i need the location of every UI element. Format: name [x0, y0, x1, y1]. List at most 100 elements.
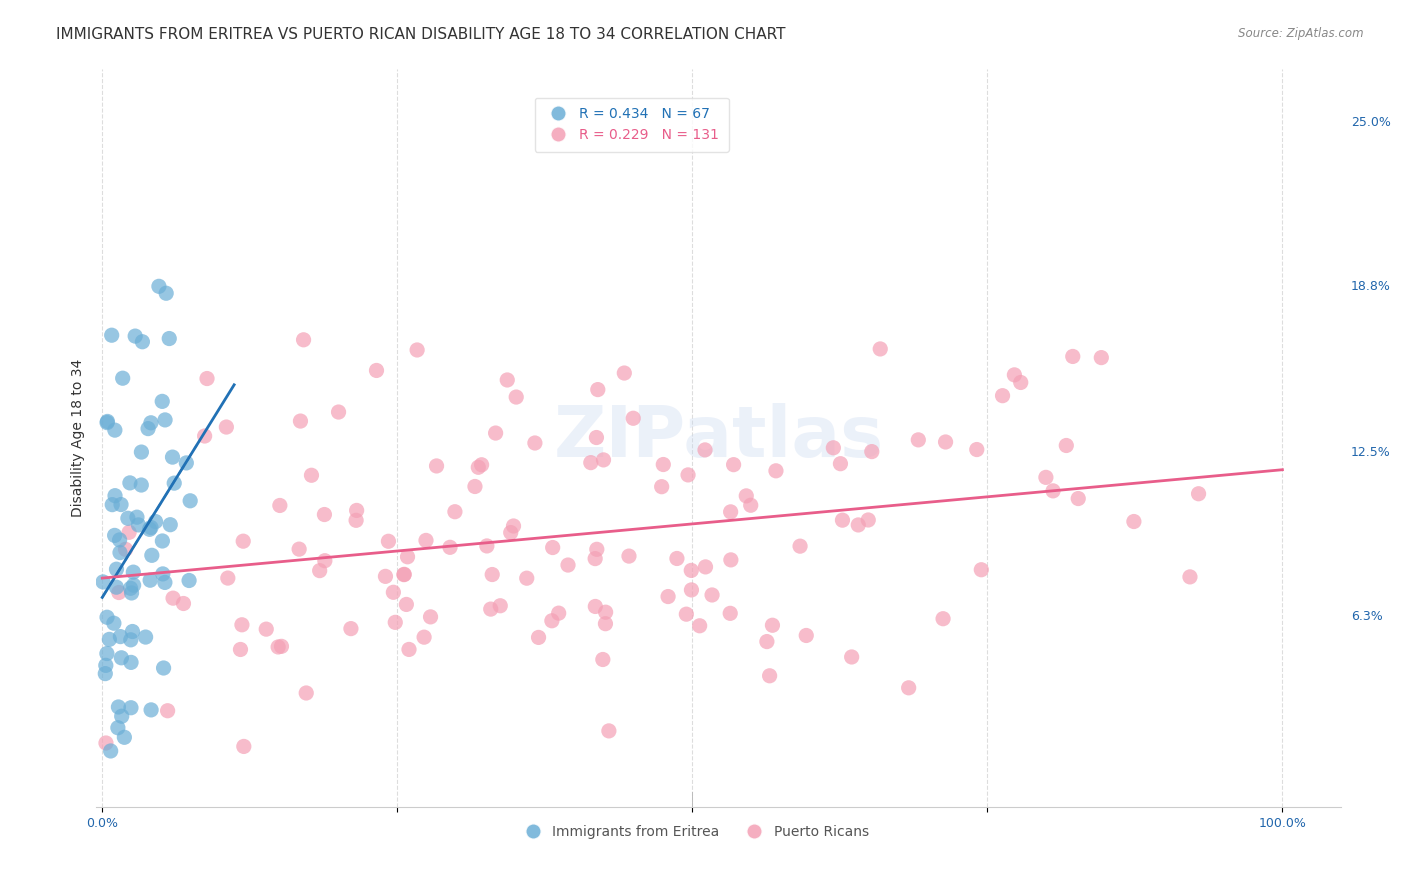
- Point: [392, 567, 415, 582]
- Point: [907, 433, 929, 447]
- Point: [314, 508, 336, 522]
- Point: [970, 563, 993, 577]
- Point: [467, 460, 489, 475]
- Point: [159, 517, 181, 532]
- Point: [179, 493, 201, 508]
- Point: [163, 476, 186, 491]
- Point: [439, 541, 461, 555]
- Point: [1187, 487, 1209, 501]
- Point: [120, 581, 142, 595]
- Point: [398, 642, 420, 657]
- Point: [120, 700, 142, 714]
- Point: [141, 549, 163, 563]
- Point: [344, 513, 367, 527]
- Point: [1090, 351, 1112, 365]
- Point: [621, 411, 644, 425]
- Point: [172, 597, 194, 611]
- Point: [665, 551, 688, 566]
- Point: [108, 585, 131, 599]
- Point: [267, 640, 290, 654]
- Point: [292, 333, 315, 347]
- Point: [314, 554, 336, 568]
- Point: [1054, 438, 1077, 452]
- Point: [139, 520, 162, 534]
- Point: [108, 533, 131, 547]
- Point: [112, 731, 135, 745]
- Point: [419, 610, 441, 624]
- Point: [897, 681, 920, 695]
- Point: [794, 628, 817, 642]
- Point: [121, 624, 143, 639]
- Point: [121, 586, 143, 600]
- Point: [481, 567, 503, 582]
- Point: [991, 389, 1014, 403]
- Point: [107, 721, 129, 735]
- Point: [547, 606, 569, 620]
- Point: [366, 363, 388, 377]
- Point: [758, 669, 780, 683]
- Point: [229, 642, 252, 657]
- Point: [232, 739, 254, 754]
- Point: [1035, 470, 1057, 484]
- Point: [394, 567, 416, 582]
- Point: [153, 575, 176, 590]
- Point: [217, 571, 239, 585]
- Point: [444, 505, 467, 519]
- Point: [308, 564, 330, 578]
- Point: [122, 578, 145, 592]
- Point: [270, 640, 292, 654]
- Point: [657, 590, 679, 604]
- Point: [846, 517, 869, 532]
- Point: [693, 442, 716, 457]
- Point: [523, 436, 546, 450]
- Point: [720, 505, 742, 519]
- Point: [110, 630, 132, 644]
- Point: [415, 533, 437, 548]
- Point: [103, 616, 125, 631]
- Point: [288, 542, 311, 557]
- Point: [425, 458, 447, 473]
- Point: [150, 533, 173, 548]
- Point: [96, 414, 118, 428]
- Point: [740, 498, 762, 512]
- Point: [135, 630, 157, 644]
- Point: [651, 480, 673, 494]
- Point: [382, 585, 405, 599]
- Point: [104, 528, 127, 542]
- Point: [215, 420, 238, 434]
- Point: [1062, 350, 1084, 364]
- Point: [125, 510, 148, 524]
- Point: [162, 450, 184, 464]
- Point: [541, 614, 564, 628]
- Point: [94, 658, 117, 673]
- Point: [1122, 515, 1144, 529]
- Point: [104, 489, 127, 503]
- Point: [145, 515, 167, 529]
- Point: [346, 503, 368, 517]
- Point: [114, 542, 136, 557]
- Point: [823, 441, 845, 455]
- Point: [111, 371, 134, 385]
- Point: [557, 558, 579, 572]
- Point: [652, 458, 675, 472]
- Point: [595, 616, 617, 631]
- Legend: Immigrants from Eritrea, Puerto Ricans: Immigrants from Eritrea, Puerto Ricans: [513, 820, 875, 845]
- Point: [139, 573, 162, 587]
- Point: [475, 539, 498, 553]
- Point: [110, 498, 132, 512]
- Point: [1178, 570, 1201, 584]
- Point: [194, 429, 217, 443]
- Point: [858, 513, 880, 527]
- Point: [177, 574, 200, 588]
- Point: [94, 736, 117, 750]
- Point: [118, 475, 141, 490]
- Point: [830, 457, 852, 471]
- Point: [613, 366, 636, 380]
- Point: [499, 525, 522, 540]
- Point: [583, 551, 606, 566]
- Point: [148, 279, 170, 293]
- Point: [1010, 376, 1032, 390]
- Point: [150, 394, 173, 409]
- Point: [129, 478, 152, 492]
- Point: [96, 416, 118, 430]
